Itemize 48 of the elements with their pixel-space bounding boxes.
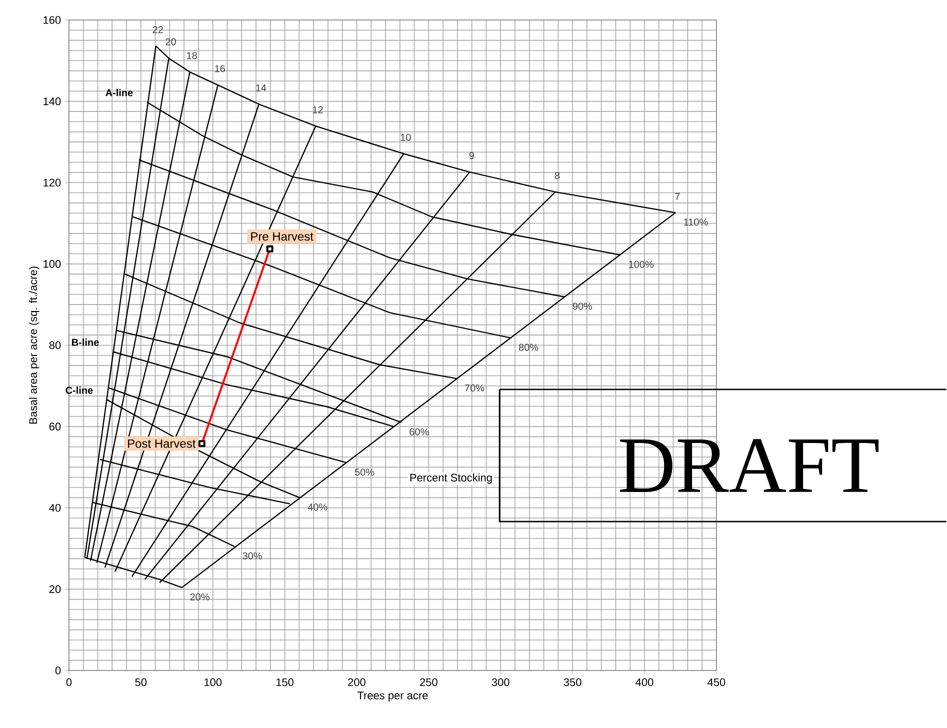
annotation: Post Harvest	[128, 439, 196, 448]
annotation: 9	[469, 152, 474, 159]
x-axis-title: Trees per acre	[357, 691, 428, 702]
annotation: C-line	[66, 386, 93, 394]
annotation: 14	[256, 84, 266, 92]
annotation: DRAFT	[620, 438, 878, 492]
annotation: 100%	[629, 260, 654, 268]
annotation: 80%	[518, 344, 538, 351]
y-tick-label: 140	[44, 97, 61, 105]
y-tick-label: 0	[55, 666, 61, 674]
annotation: 90%	[572, 302, 592, 310]
annotation: 70%	[464, 384, 484, 392]
annotation: B-line	[72, 338, 99, 346]
y-tick-label: 100	[44, 260, 61, 268]
y-tick-label: 160	[44, 16, 61, 24]
x-tick-label: 250	[420, 678, 438, 686]
annotation: 18	[187, 52, 197, 59]
annotation: 50%	[354, 468, 374, 476]
x-tick-label: 0	[66, 678, 72, 686]
x-tick-label: 350	[564, 678, 582, 686]
annotation: 10	[400, 134, 411, 141]
x-tick-label: 100	[204, 678, 222, 686]
annotation: 16	[215, 64, 225, 72]
annotation: 8	[554, 172, 560, 179]
annotation: Percent Stocking	[410, 473, 492, 484]
annotation: 7	[675, 192, 680, 200]
annotation: 20	[166, 38, 176, 46]
x-tick-label: 200	[348, 678, 366, 686]
y-tick-label: 120	[44, 178, 61, 186]
annotation: Pre Harvest	[251, 232, 314, 240]
y-tick-label: 40	[49, 504, 61, 512]
y-tick-label: 60	[49, 422, 61, 430]
y-axis-title: Basal area per acre (sq. ft./acre)	[28, 266, 40, 424]
x-tick-label: 50	[135, 678, 147, 686]
annotation: 30%	[242, 552, 262, 560]
annotation: 22	[152, 26, 163, 33]
x-tick-label: 150	[276, 678, 294, 686]
x-tick-label: 400	[636, 678, 654, 686]
annotation: 20%	[190, 593, 210, 600]
annotation: 40%	[308, 503, 328, 510]
annotation: 110%	[684, 218, 708, 226]
annotation: 60%	[410, 428, 429, 436]
y-tick-label: 80	[49, 341, 61, 349]
x-tick-label: 450	[708, 678, 726, 686]
y-tick-label: 20	[49, 585, 61, 593]
x-tick-label: 300	[492, 678, 510, 686]
annotation: A-line	[106, 88, 133, 96]
annotation: 12	[312, 106, 323, 114]
